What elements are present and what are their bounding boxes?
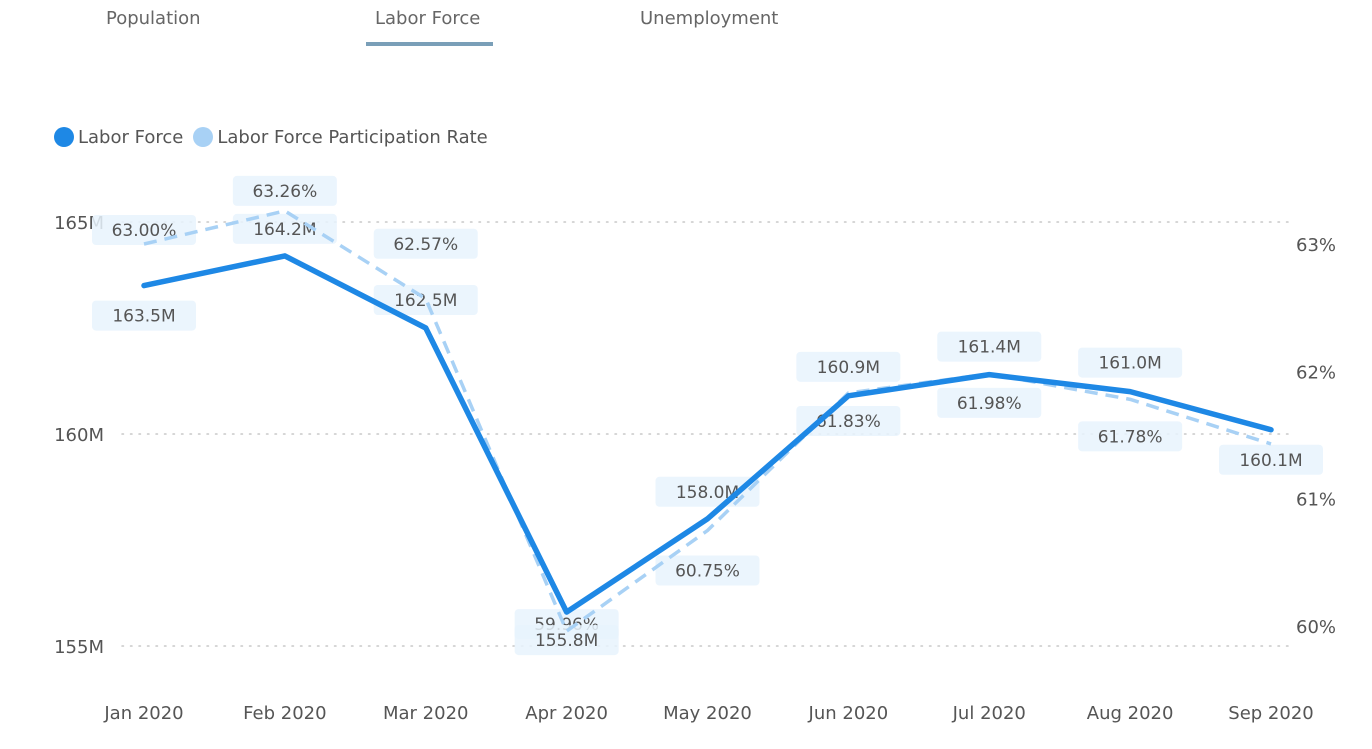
legend-label-participation-rate: Labor Force Participation Rate	[217, 126, 488, 148]
data-label-labor-force-bg	[373, 285, 478, 315]
data-label-labor-force: 161.4M	[958, 338, 1021, 358]
data-label-labor-force: 160.9M	[817, 358, 880, 378]
data-label-labor-force: 161.0M	[1098, 354, 1161, 374]
y-left-tick-label: 155M	[54, 637, 104, 658]
data-label-participation-rate: 61.98%	[957, 394, 1022, 414]
data-label-labor-force: 155.8M	[535, 631, 598, 651]
data-label-labor-force-bg	[1219, 444, 1323, 475]
data-label-participation-rate: 61.78%	[1098, 427, 1163, 447]
legend-item-labor-force[interactable]: Labor Force	[54, 127, 183, 148]
data-label-labor-force: 158.0M	[676, 483, 739, 503]
data-label-labor-force: 164.2M	[253, 220, 316, 240]
x-tick-label: Jun 2020	[808, 703, 889, 724]
tab-unemployment[interactable]: Unemployment	[640, 8, 779, 29]
tab-labor-force[interactable]: Labor Force	[375, 8, 481, 29]
y-right-tick-label: 60%	[1296, 617, 1336, 638]
chart-legend: Labor Force Labor Force Participation Ra…	[54, 124, 498, 150]
y-right-tick-label: 63%	[1296, 235, 1336, 256]
legend-label-labor-force: Labor Force	[78, 126, 184, 148]
legend-dot-labor-force	[54, 127, 74, 147]
data-label-participation-rate-bg	[1078, 421, 1183, 452]
data-label-participation-rate: 61.83%	[816, 412, 881, 432]
data-label-labor-force-bg	[1078, 347, 1183, 378]
tab-bar: Population Labor Force Unemployment	[0, 0, 1372, 50]
legend-dot-participation-rate	[193, 127, 214, 147]
y-right-tick-label: 61%	[1296, 490, 1336, 511]
data-label-participation-rate-bg	[232, 175, 337, 206]
data-label-participation-rate-bg	[937, 387, 1042, 418]
tab-population[interactable]: Population	[106, 8, 201, 29]
data-label-participation-rate-bg	[373, 228, 478, 259]
x-tick-label: Sep 2020	[1228, 703, 1313, 724]
x-tick-label: Jul 2020	[952, 703, 1026, 724]
x-tick-label: Aug 2020	[1087, 703, 1174, 724]
data-label-labor-force: 162.5M	[394, 291, 457, 311]
data-label-labor-force-bg	[92, 300, 196, 331]
data-label-participation-rate-bg	[796, 405, 901, 436]
data-label-labor-force: 160.1M	[1239, 451, 1302, 471]
data-label-labor-force-bg	[232, 213, 337, 244]
series-line-labor-force	[141, 253, 1274, 615]
data-label-labor-force-bg	[937, 331, 1042, 362]
y-left-tick-label: 160M	[54, 425, 104, 446]
data-label-participation-rate: 62.57%	[393, 235, 458, 255]
data-label-labor-force: 163.5M	[112, 307, 175, 327]
y-left-tick-label: 165M	[54, 213, 104, 234]
legend-item-participation-rate[interactable]: Labor Force Participation Rate	[193, 126, 488, 148]
data-label-participation-rate-bg	[655, 555, 760, 586]
data-label-participation-rate: 60.75%	[675, 562, 740, 582]
data-label-participation-rate: 63.26%	[252, 182, 317, 202]
series-line-participation-rate	[143, 209, 1272, 633]
data-label-labor-force-bg	[514, 625, 619, 656]
x-tick-label: May 2020	[663, 703, 752, 724]
x-tick-label: Jan 2020	[103, 703, 183, 724]
x-tick-label: Apr 2020	[525, 703, 608, 724]
x-tick-label: Feb 2020	[243, 703, 326, 724]
y-right-tick-label: 62%	[1296, 362, 1336, 383]
active-tab-underline	[366, 42, 493, 46]
data-label-participation-rate: 63.00%	[112, 221, 177, 241]
data-label-labor-force-bg	[796, 351, 901, 382]
x-tick-label: Mar 2020	[383, 703, 469, 724]
